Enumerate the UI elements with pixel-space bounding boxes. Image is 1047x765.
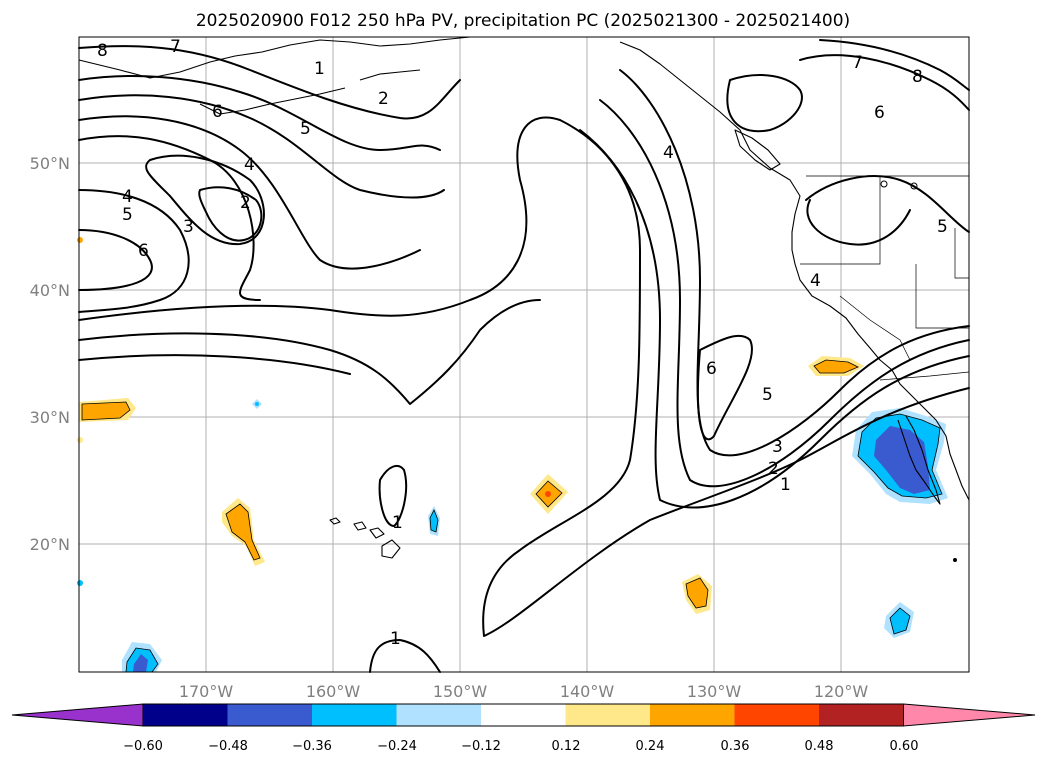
- colorbar-tick-label: 0.36: [721, 739, 750, 754]
- colorbar-segment: [227, 704, 312, 726]
- map-title: 2025020900 F012 250 hPa PV, precipitatio…: [196, 11, 850, 31]
- colorbar-tick-label: 0.60: [890, 739, 919, 754]
- contour-label: 4: [663, 143, 674, 163]
- pv-contours: [78, 39, 970, 673]
- colorbar-segment: [481, 704, 566, 726]
- colorbar: [11, 703, 1036, 727]
- lon-label: 130°W: [687, 682, 742, 701]
- contour-label: 6: [706, 359, 717, 379]
- colorbar-tick-label: −0.60: [123, 739, 163, 754]
- latitude-labels: 50°N 40°N 30°N 20°N: [30, 154, 70, 554]
- colorbar-tick-label: −0.12: [461, 739, 501, 754]
- lat-label: 40°N: [30, 281, 70, 300]
- lon-label: 140°W: [560, 682, 615, 701]
- contour-label: 2: [378, 89, 389, 109]
- colorbar-tick-label: −0.36: [292, 739, 332, 754]
- colorbar-tick-label: −0.48: [208, 739, 248, 754]
- colorbar-segment: [143, 704, 228, 726]
- contour-label: 5: [937, 217, 948, 237]
- colorbar-segment: [734, 704, 819, 726]
- contour-label: 1: [390, 629, 401, 649]
- contour-label: 2: [768, 459, 779, 479]
- contour-label: 3: [183, 217, 194, 237]
- graticule: [79, 37, 969, 672]
- colorbar-extend-low: [11, 703, 144, 727]
- contour-label: 3: [772, 437, 783, 457]
- precipitation-shading: [77, 237, 948, 673]
- map-area: [79, 37, 969, 672]
- pv-contour-labels: 8 7 1 2 6 5 4 2 3 4 5 6 4 6 5 3 2 1 1 1 …: [97, 37, 948, 649]
- colorbar-tick-labels: −0.60 −0.48 −0.36 −0.24 −0.12 0.12 0.24 …: [123, 739, 918, 754]
- lon-label: 150°W: [433, 682, 488, 701]
- lon-label: 160°W: [306, 682, 361, 701]
- colorbar-tick-label: −0.24: [377, 739, 417, 754]
- contour-label: 5: [300, 119, 311, 139]
- lat-label: 50°N: [30, 154, 70, 173]
- colorbar-segment: [650, 704, 735, 726]
- map-frame: [78, 36, 970, 673]
- contour-label: 8: [97, 41, 108, 61]
- contour-label: 8: [912, 67, 923, 87]
- lat-label: 20°N: [30, 535, 70, 554]
- colorbar-extend-high: [903, 703, 1036, 727]
- colorbar-segment: [396, 704, 481, 726]
- colorbar-frame: [142, 703, 904, 727]
- contour-label: 5: [762, 385, 773, 405]
- lon-label: 170°W: [179, 682, 234, 701]
- contour-label: 4: [244, 155, 255, 175]
- colorbar-tick-label: 0.12: [552, 739, 581, 754]
- colorbar-segment: [312, 704, 397, 726]
- contour-label: 6: [212, 102, 223, 122]
- contour-label: 7: [170, 37, 181, 57]
- contour-label: 6: [874, 103, 885, 123]
- contour-label: 6: [138, 241, 149, 261]
- contour-label: 4: [810, 271, 821, 291]
- contour-label: 2: [240, 193, 251, 213]
- lon-label: 120°W: [814, 682, 869, 701]
- contour-label: 1: [392, 513, 403, 533]
- contour-label: 1: [314, 59, 325, 79]
- colorbar-segment: [819, 704, 904, 726]
- contour-label: 4: [122, 187, 133, 207]
- colorbar-segment: [565, 704, 650, 726]
- contour-label: 5: [122, 205, 133, 225]
- longitude-labels: 170°W 160°W 150°W 140°W 130°W 120°W: [179, 682, 869, 701]
- colorbar-tick-label: 0.24: [636, 739, 665, 754]
- lat-label: 30°N: [30, 408, 70, 427]
- contour-label: 7: [852, 53, 863, 73]
- colorbar-tick-label: 0.48: [805, 739, 834, 754]
- contour-label: 1: [780, 475, 791, 495]
